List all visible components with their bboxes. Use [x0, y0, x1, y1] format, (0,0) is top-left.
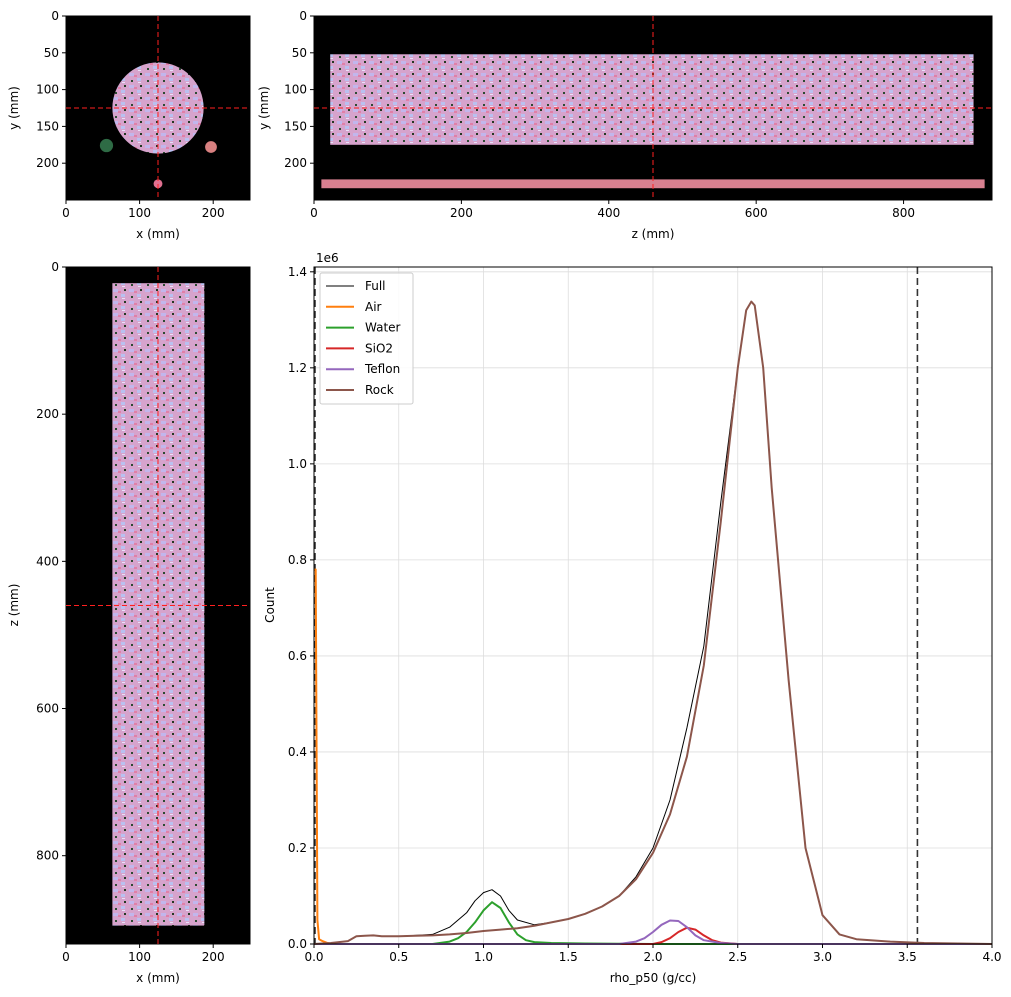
- axial-slice-xtick-label: 0: [62, 206, 70, 220]
- front-slice-xtick-label: 200: [202, 950, 225, 964]
- series-rock-line: [313, 300, 993, 945]
- legend-label-sio2: SiO2: [365, 341, 393, 355]
- axial-slice-sio2-phantom: [153, 179, 163, 189]
- front-slice-xtick-label: 0: [62, 950, 70, 964]
- axial-slice-panel: 0 100 200 0 50 100 150 200 x (mm) y (mm): [7, 9, 251, 241]
- legend-label-rock: Rock: [365, 383, 394, 397]
- histogram-xlabel: rho_p50 (g/cc): [610, 971, 697, 985]
- side-slice-xtick-label: 600: [745, 206, 768, 220]
- axial-slice-teflon-phantom: [205, 141, 217, 153]
- side-slice-xtick-label: 0: [310, 206, 318, 220]
- legend-box: [319, 272, 414, 405]
- axial-slice-xlabel: x (mm): [136, 227, 180, 241]
- front-slice-ytick-label: 600: [36, 702, 59, 716]
- side-slice-ytick-label: 200: [284, 156, 307, 170]
- histogram-xtick-label: 2.5: [728, 950, 747, 964]
- series-teflon-line: [314, 919, 992, 945]
- side-slice-ylabel: y (mm): [257, 86, 271, 130]
- axial-slice-ytick-label: 150: [36, 119, 59, 133]
- front-slice-panel: 0 100 200 0 200 400 600 800 x (mm) z (mm): [7, 260, 251, 985]
- histogram-legend: Full Air Water SiO2 Teflon Rock: [319, 272, 414, 405]
- histogram-xtick-label: 4.0: [982, 950, 1001, 964]
- axial-slice-water-phantom: [99, 138, 114, 153]
- histogram-xtick-label: 0.5: [389, 950, 408, 964]
- histogram-ytick-label: 0.0: [288, 937, 307, 951]
- side-slice-ytick-label: 150: [284, 119, 307, 133]
- front-slice-ytick-label: 0: [51, 260, 59, 274]
- histogram-ytick-label: 0.2: [288, 841, 307, 855]
- legend-label-full: Full: [365, 279, 386, 293]
- histogram-y-scale-label: 1e6: [316, 251, 339, 265]
- side-slice-xlabel: z (mm): [632, 227, 675, 241]
- axial-slice-ytick-label: 50: [44, 46, 59, 60]
- axial-slice-ylabel: y (mm): [7, 86, 21, 130]
- histogram-xtick-label: 1.0: [474, 950, 493, 964]
- histogram-xtick-label: 3.0: [813, 950, 832, 964]
- histogram-xtick-label: 1.5: [559, 950, 578, 964]
- histogram-ytick-label: 0.6: [288, 649, 307, 663]
- front-slice-xlabel: x (mm): [136, 971, 180, 985]
- histogram-ylabel: Count: [263, 587, 277, 623]
- front-slice-ytick-label: 800: [36, 849, 59, 863]
- histogram-xtick-label: 0.0: [304, 950, 323, 964]
- side-slice-xtick-label: 400: [597, 206, 620, 220]
- histogram-ytick-label: 1.0: [288, 457, 307, 471]
- histogram-xtick-label: 2.0: [643, 950, 662, 964]
- axial-slice-xtick-label: 200: [202, 206, 225, 220]
- histogram-ytick-label: 0.4: [288, 745, 307, 759]
- histogram-panel: 0.0 0.5 1.0 1.5 2.0 2.5 3.0 3.5 4.0 0.0 0.2 0.4 0.6 0…: [263, 251, 1002, 985]
- side-slice-phantom-strip: [321, 179, 985, 189]
- histogram-ytick-label: 1.4: [288, 265, 307, 279]
- front-slice-ytick-label: 400: [36, 554, 59, 568]
- side-slice-xtick-label: 200: [450, 206, 473, 220]
- legend-label-water: Water: [365, 321, 401, 335]
- side-slice-ytick-label: 0: [299, 9, 307, 23]
- axial-slice-ytick-label: 0: [51, 9, 59, 23]
- axial-slice-ytick-label: 100: [36, 83, 59, 97]
- side-slice-panel: 0 200 400 600 800 0 50 100 150 200 z (mm) y (mm): [257, 9, 993, 241]
- legend-label-air: Air: [365, 300, 382, 314]
- side-slice-rock-core: [330, 54, 974, 145]
- axial-slice-xtick-label: 100: [128, 206, 151, 220]
- front-slice-ylabel: z (mm): [7, 584, 21, 627]
- front-slice-xtick-label: 100: [128, 950, 151, 964]
- histogram-ytick-label: 0.8: [288, 553, 307, 567]
- axial-slice-ytick-label: 200: [36, 156, 59, 170]
- side-slice-ytick-label: 100: [284, 83, 307, 97]
- legend-label-teflon: Teflon: [364, 362, 400, 376]
- side-slice-ytick-label: 50: [292, 46, 307, 60]
- histogram-xtick-label: 3.5: [898, 950, 917, 964]
- histogram-ytick-label: 1.2: [288, 361, 307, 375]
- front-slice-ytick-label: 200: [36, 407, 59, 421]
- side-slice-xtick-label: 800: [892, 206, 915, 220]
